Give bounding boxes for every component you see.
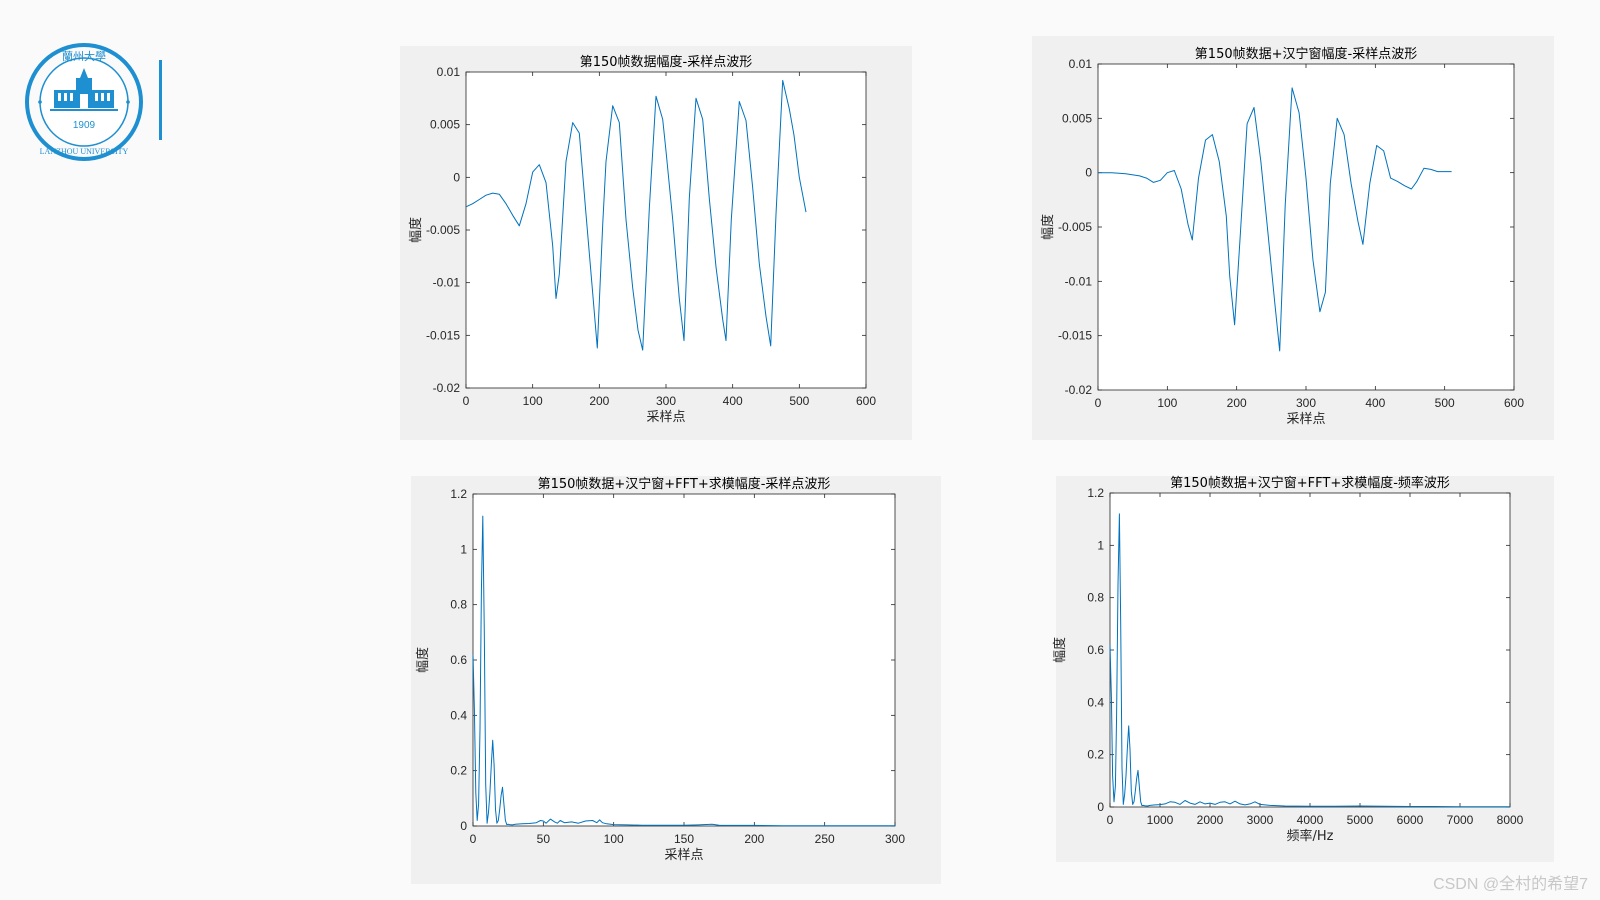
y-tick-label: 0.005 <box>1062 111 1092 125</box>
y-tick-label: 1.2 <box>1087 486 1104 500</box>
y-tick-label: 1.2 <box>450 487 467 501</box>
logo-cn-name: 蘭州大學 <box>62 49 106 63</box>
series-line <box>1098 87 1452 352</box>
x-tick-label: 0 <box>463 394 470 408</box>
x-tick-label: 300 <box>656 394 676 408</box>
x-tick-label: 400 <box>723 394 743 408</box>
chart-svg: 第150帧数据+汉宁窗+FFT+求模幅度-频率波形 0 1000 2000 3000 40… <box>1052 475 1524 844</box>
y-tick-label: 0 <box>460 819 467 833</box>
y-axis-label: 幅度 <box>408 217 424 243</box>
x-tick-label: 500 <box>789 394 809 408</box>
logo-year: 1909 <box>73 120 96 131</box>
x-tick-label: 0 <box>470 832 477 846</box>
y-tick-label: 0.8 <box>1087 591 1104 605</box>
y-tick-label: -0.01 <box>1065 274 1093 288</box>
x-tick-label: 4000 <box>1297 813 1324 827</box>
chart-svg: 第150帧数据+汉宁窗+FFT+求模幅度-采样点波形 0 50 100 150 200 25… <box>415 476 905 863</box>
x-tick-label: 5000 <box>1347 813 1374 827</box>
chart-raw-waveform: 第150帧数据幅度-采样点波形 0 100 200 300 400 500 600 -0.02 -… <box>400 46 912 440</box>
x-axis-label: 频率/Hz <box>1287 828 1334 844</box>
chart-title: 第150帧数据+汉宁窗幅度-采样点波形 <box>1195 46 1417 62</box>
y-tick-label: -0.015 <box>1058 329 1092 343</box>
x-tick-label: 200 <box>589 394 609 408</box>
x-tick-label: 100 <box>1157 396 1177 410</box>
x-tick-label: 400 <box>1365 396 1385 410</box>
y-tick-label: 0.4 <box>1087 695 1104 709</box>
x-tick-label: 200 <box>1227 396 1247 410</box>
x-tick-label: 2000 <box>1197 813 1224 827</box>
x-tick-label: 50 <box>537 832 551 846</box>
x-tick-label: 600 <box>856 394 876 408</box>
x-tick-label: 1000 <box>1147 813 1174 827</box>
x-tick-label: 3000 <box>1247 813 1274 827</box>
y-tick-label: 0 <box>1085 166 1092 180</box>
series-line <box>1109 513 1510 808</box>
csdn-watermark: CSDN @全村的希望7 <box>1433 876 1588 893</box>
x-tick-label: 600 <box>1504 396 1524 410</box>
chart-fft-sample-spectrum: 第150帧数据+汉宁窗+FFT+求模幅度-采样点波形 0 50 100 150 200 25… <box>411 476 941 884</box>
y-tick-label: -0.01 <box>433 276 461 290</box>
series-line <box>472 515 895 827</box>
y-tick-label: -0.005 <box>1058 220 1092 234</box>
y-tick-label: 0.01 <box>1069 57 1093 71</box>
y-tick-label: 0.2 <box>1087 748 1104 762</box>
y-tick-label: 0.6 <box>450 653 467 667</box>
x-tick-label: 150 <box>674 832 694 846</box>
y-tick-label: -0.005 <box>426 223 460 237</box>
chart-svg: 第150帧数据幅度-采样点波形 0 100 200 300 400 500 600 -0.02 -… <box>408 54 876 425</box>
y-axis-label: 幅度 <box>1052 637 1068 663</box>
x-tick-label: 8000 <box>1497 813 1524 827</box>
y-tick-label: 0 <box>453 170 460 184</box>
lanzhou-university-logo: 蘭州大學 1909 LANZHOU UNIVERSITY <box>24 42 144 162</box>
x-tick-label: 250 <box>815 832 835 846</box>
y-tick-label: 0.005 <box>430 118 460 132</box>
plot-area <box>1109 492 1511 808</box>
x-axis-label: 采样点 <box>646 410 685 425</box>
plot-area <box>465 71 867 389</box>
x-tick-label: 300 <box>885 832 905 846</box>
y-axis-label: 幅度 <box>1040 214 1056 240</box>
y-tick-label: 0.8 <box>450 598 467 612</box>
y-tick-label: 0.4 <box>450 708 467 722</box>
chart-title: 第150帧数据+汉宁窗+FFT+求模幅度-频率波形 <box>1170 475 1450 491</box>
series-line <box>465 79 807 351</box>
chart-hanning-waveform: 第150帧数据+汉宁窗幅度-采样点波形 0 100 200 300 400 500 600 -0… <box>1032 36 1554 440</box>
logo-en-name: LANZHOU UNIVERSITY <box>40 147 129 156</box>
chart-title: 第150帧数据+汉宁窗+FFT+求模幅度-采样点波形 <box>538 476 831 492</box>
x-tick-label: 300 <box>1296 396 1316 410</box>
plot-area <box>1097 63 1515 391</box>
x-tick-label: 6000 <box>1397 813 1424 827</box>
x-tick-label: 7000 <box>1447 813 1474 827</box>
x-tick-label: 0 <box>1095 396 1102 410</box>
y-tick-label: 0.01 <box>437 65 461 79</box>
x-tick-label: 200 <box>744 832 764 846</box>
y-tick-label: 1 <box>460 542 467 556</box>
x-tick-label: 100 <box>523 394 543 408</box>
y-tick-label: 0 <box>1097 800 1104 814</box>
x-tick-label: 0 <box>1107 813 1114 827</box>
y-tick-label: 0.2 <box>450 764 467 778</box>
y-tick-label: -0.02 <box>1065 383 1093 397</box>
y-tick-label: 1 <box>1097 538 1104 552</box>
y-axis-label: 幅度 <box>415 647 431 673</box>
logo-divider <box>159 60 162 140</box>
x-axis-label: 采样点 <box>1286 412 1325 427</box>
y-tick-label: -0.015 <box>426 328 460 342</box>
y-tick-label: -0.02 <box>433 381 461 395</box>
chart-title: 第150帧数据幅度-采样点波形 <box>580 54 753 70</box>
x-tick-label: 500 <box>1435 396 1455 410</box>
x-tick-label: 100 <box>604 832 624 846</box>
plot-area <box>472 493 896 827</box>
y-tick-label: 0.6 <box>1087 643 1104 657</box>
chart-fft-frequency-spectrum: 第150帧数据+汉宁窗+FFT+求模幅度-频率波形 0 1000 2000 3000 40… <box>1052 475 1554 862</box>
chart-svg: 第150帧数据+汉宁窗幅度-采样点波形 0 100 200 300 400 500 600 -0… <box>1040 46 1524 427</box>
x-axis-label: 采样点 <box>664 848 703 863</box>
